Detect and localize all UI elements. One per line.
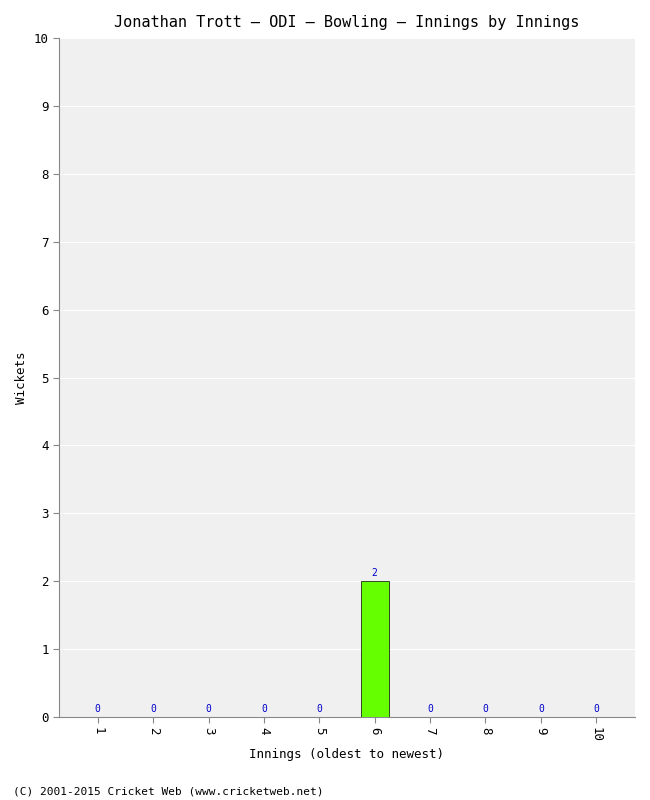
Text: 0: 0 xyxy=(317,704,322,714)
X-axis label: Innings (oldest to newest): Innings (oldest to newest) xyxy=(250,748,445,761)
Text: 0: 0 xyxy=(261,704,267,714)
Text: 0: 0 xyxy=(205,704,211,714)
Bar xyxy=(361,582,389,717)
Text: 0: 0 xyxy=(95,704,101,714)
Text: 0: 0 xyxy=(538,704,544,714)
Text: 0: 0 xyxy=(150,704,156,714)
Text: 0: 0 xyxy=(482,704,488,714)
Title: Jonathan Trott – ODI – Bowling – Innings by Innings: Jonathan Trott – ODI – Bowling – Innings… xyxy=(114,15,580,30)
Text: 0: 0 xyxy=(593,704,599,714)
Text: 2: 2 xyxy=(372,568,378,578)
Text: (C) 2001-2015 Cricket Web (www.cricketweb.net): (C) 2001-2015 Cricket Web (www.cricketwe… xyxy=(13,786,324,796)
Y-axis label: Wickets: Wickets xyxy=(15,351,28,404)
Text: 0: 0 xyxy=(427,704,433,714)
